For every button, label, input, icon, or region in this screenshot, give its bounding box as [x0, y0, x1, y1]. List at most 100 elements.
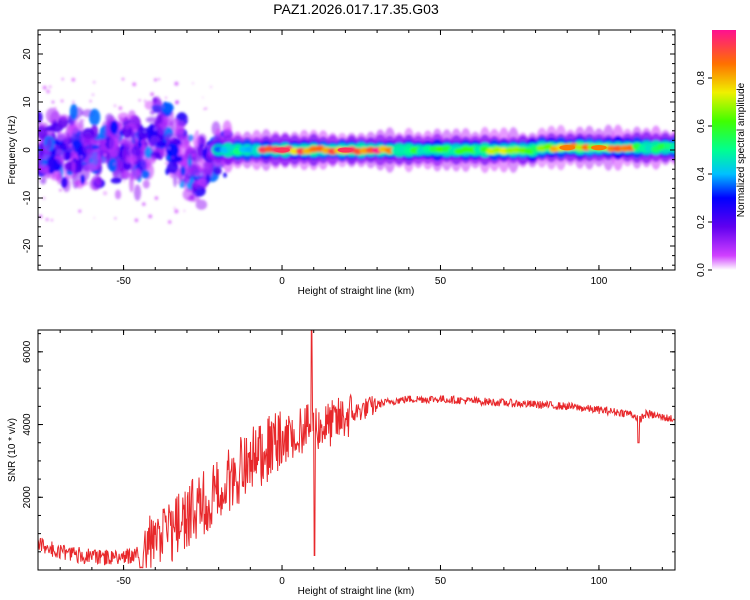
- spectrogram-cell: [118, 106, 123, 111]
- spectrogram-cell: [199, 172, 203, 177]
- spectrogram-cell: [60, 99, 64, 103]
- spectrogram-cell: [193, 193, 196, 196]
- spectrogram-cell: [160, 124, 162, 127]
- spectrogram-cell: [174, 81, 179, 86]
- spectrogram-cell: [108, 158, 118, 172]
- spectrogram-cell: [38, 214, 43, 219]
- spectrogram-cell: [166, 161, 179, 174]
- spectrogram-cell: [196, 180, 199, 184]
- spectrogram-cell: [141, 202, 146, 207]
- spectrogram-cell: [79, 155, 83, 159]
- spectrogram-cell: [59, 188, 62, 192]
- spectrogram-peak: [337, 147, 354, 153]
- spectrogram-cell: [192, 132, 201, 148]
- spectrogram-cell: [213, 166, 222, 175]
- spectrogram-cell: [143, 130, 146, 133]
- spectrogram-cell: [180, 165, 186, 176]
- spectrogram-cell: [60, 154, 63, 158]
- colorbar-tick-label: 0.8: [696, 71, 707, 85]
- spectrogram-cell: [167, 117, 171, 121]
- spectrogram-cell: [185, 118, 188, 120]
- spectrogram-cell: [121, 77, 125, 81]
- spectrogram-cell: [169, 155, 183, 163]
- spectrogram-cell: [113, 104, 117, 108]
- spectrogram-cell: [38, 164, 50, 174]
- spectrogram-cell: [123, 180, 126, 183]
- spectrogram-cell: [165, 162, 168, 165]
- spectrogram-cell: [199, 178, 203, 182]
- spectrogram-cell: [171, 156, 175, 159]
- spectrogram-cell: [80, 174, 85, 185]
- spectrogram-panel: -50 0 50 100 -20 -10 0 10 20 Height of straight …: [7, 29, 676, 297]
- spectrogram-cell: [154, 196, 159, 201]
- spectrogram-cell: [40, 177, 47, 185]
- snr-ylabel: SNR (10 * v/v): [7, 418, 18, 482]
- spectrogram-cell: [202, 96, 204, 99]
- spectrogram-cell: [120, 138, 126, 147]
- spectrogram-cell: [108, 135, 118, 153]
- spectrogram-cell: [57, 131, 64, 142]
- spectrogram-cell: [116, 158, 124, 173]
- spectrogram-marks: [38, 77, 675, 224]
- spectrogram-cell: [198, 178, 208, 186]
- spectrogram-cell: [60, 176, 68, 189]
- spectrogram-ylabel: Frequency (Hz): [7, 116, 18, 185]
- spectrogram-cell: [140, 140, 144, 144]
- spectrogram-cell: [92, 80, 96, 84]
- colorbar-tick-label: 0.0: [696, 263, 707, 277]
- spectrogram-cell: [114, 217, 117, 220]
- snr-xtick-label: 0: [279, 576, 285, 587]
- snr-xtick-label: 50: [435, 576, 447, 587]
- spectrogram-cell: [119, 116, 124, 127]
- spectrogram-cell: [195, 199, 208, 210]
- spectrogram-ytick-label: -10: [22, 190, 33, 205]
- spectrogram-cell: [148, 214, 153, 219]
- spectrogram-ytick-label: 10: [22, 96, 33, 108]
- spectrogram-cell: [78, 209, 82, 213]
- spectrogram-cell: [124, 123, 131, 130]
- spectrogram-cell: [188, 174, 191, 177]
- spectrogram-cell: [53, 106, 57, 110]
- spectrogram-cell: [203, 108, 206, 110]
- spectrogram-cell: [48, 85, 52, 89]
- spectrogram-cell: [185, 177, 190, 182]
- spectrogram-cell: [61, 77, 64, 81]
- spectrogram-cell: [51, 100, 55, 104]
- spectrogram-cell: [149, 135, 161, 153]
- spectrogram-cell: [133, 129, 137, 133]
- spectrogram-cell: [149, 109, 156, 115]
- spectrogram-cell: [204, 107, 208, 110]
- spectrogram-cell: [174, 209, 179, 214]
- spectrogram-cell: [38, 111, 43, 124]
- spectrogram-cell: [71, 161, 76, 174]
- spectrogram-cell: [65, 150, 71, 161]
- spectrogram-cell: [191, 153, 196, 158]
- spectrogram-cell: [174, 118, 179, 123]
- snr-xlabel: Height of straight line (km): [298, 586, 415, 597]
- spectrogram-peak: [274, 147, 290, 153]
- spectrogram-cell: [187, 164, 193, 170]
- spectrogram-cell: [195, 172, 199, 177]
- spectrogram-cell: [162, 105, 165, 108]
- spectrogram-xlabel: Height of straight line (km): [298, 286, 415, 297]
- spectrogram-cell: [122, 147, 127, 163]
- spectrogram-peak: [591, 145, 607, 151]
- snr-ytick-label: 6000: [22, 340, 33, 363]
- spectrogram-cell: [178, 172, 180, 175]
- spectrogram-cell: [42, 196, 46, 200]
- spectrogram-cell: [167, 220, 172, 224]
- spectrogram-cell: [38, 125, 48, 140]
- spectrogram-cell: [150, 92, 155, 97]
- colorbar-tick-label: 0.4: [696, 167, 707, 181]
- spectrogram-cell: [68, 120, 81, 134]
- spectrogram-cell: [87, 161, 100, 171]
- spectrogram-cell: [93, 217, 96, 219]
- spectrogram-peak: [559, 145, 576, 151]
- spectrogram-cell: [115, 137, 119, 141]
- spectrogram-cell: [142, 179, 150, 189]
- spectrogram-cell: [103, 153, 107, 157]
- spectrogram-cell: [192, 82, 194, 84]
- spectrogram-cell: [176, 180, 181, 185]
- spectrogram-cell: [55, 148, 66, 165]
- spectrogram-cell: [153, 78, 158, 82]
